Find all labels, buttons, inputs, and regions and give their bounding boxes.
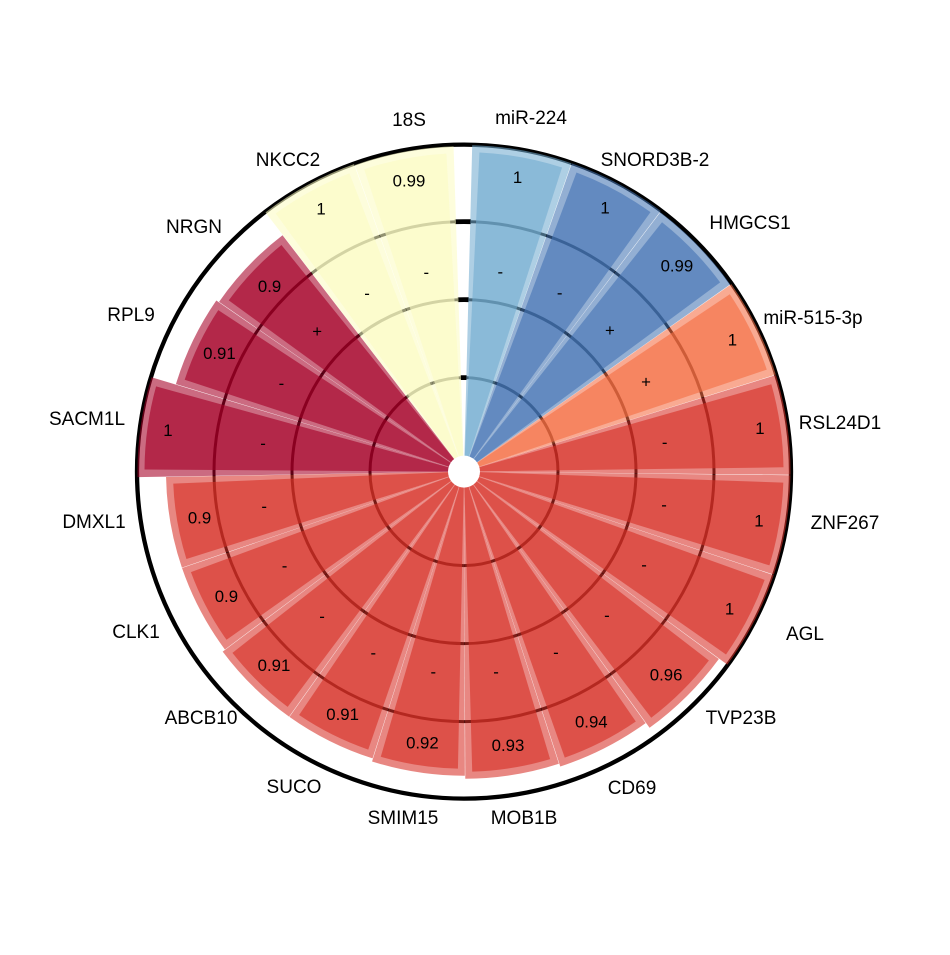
svg-text:-: - <box>661 496 667 515</box>
svg-text:SUCO: SUCO <box>267 777 322 798</box>
svg-text:TVP23B: TVP23B <box>706 708 777 729</box>
svg-text:-: - <box>553 643 559 662</box>
svg-text:-: - <box>282 557 288 576</box>
svg-text:miR-224: miR-224 <box>495 108 567 129</box>
svg-text:-: - <box>260 434 266 453</box>
svg-text:DMXL1: DMXL1 <box>62 512 125 533</box>
svg-text:-: - <box>493 662 499 681</box>
svg-text:+: + <box>312 322 322 341</box>
svg-text:RSL24D1: RSL24D1 <box>799 413 881 434</box>
svg-text:-: - <box>279 374 285 393</box>
svg-text:0.91: 0.91 <box>203 344 236 363</box>
svg-text:0.93: 0.93 <box>492 736 525 755</box>
svg-text:1: 1 <box>600 199 609 218</box>
svg-text:1: 1 <box>513 168 522 187</box>
svg-text:0.91: 0.91 <box>258 656 291 675</box>
svg-text:0.99: 0.99 <box>661 257 694 276</box>
svg-text:HMGCS1: HMGCS1 <box>709 213 790 234</box>
svg-text:0.99: 0.99 <box>393 171 426 190</box>
svg-text:-: - <box>261 497 267 516</box>
svg-text:0.91: 0.91 <box>326 705 359 724</box>
svg-text:+: + <box>641 373 651 392</box>
svg-text:1: 1 <box>725 600 734 619</box>
svg-text:1: 1 <box>755 419 764 438</box>
svg-text:miR-515-3p: miR-515-3p <box>763 308 862 329</box>
svg-text:ABCB10: ABCB10 <box>165 708 238 729</box>
svg-text:CD69: CD69 <box>608 778 657 799</box>
svg-text:NKCC2: NKCC2 <box>256 150 320 171</box>
svg-text:0.94: 0.94 <box>575 712 608 731</box>
svg-text:SACM1L: SACM1L <box>49 409 125 430</box>
svg-text:SMIM15: SMIM15 <box>368 808 439 829</box>
svg-text:-: - <box>604 606 610 625</box>
svg-text:ZNF267: ZNF267 <box>811 513 880 534</box>
svg-text:0.9: 0.9 <box>188 508 211 527</box>
svg-text:-: - <box>371 644 377 663</box>
svg-text:AGL: AGL <box>786 624 824 645</box>
svg-text:-: - <box>319 607 325 626</box>
svg-text:1: 1 <box>728 330 737 349</box>
svg-text:0.9: 0.9 <box>215 587 238 606</box>
svg-text:+: + <box>605 321 615 340</box>
svg-text:-: - <box>498 263 504 282</box>
svg-text:-: - <box>557 283 563 302</box>
svg-text:1: 1 <box>316 200 325 219</box>
svg-text:-: - <box>431 663 437 682</box>
svg-text:-: - <box>662 433 668 452</box>
svg-text:1: 1 <box>163 421 172 440</box>
svg-text:SNORD3B-2: SNORD3B-2 <box>601 150 710 171</box>
svg-text:0.9: 0.9 <box>258 277 281 296</box>
svg-text:NRGN: NRGN <box>166 217 222 238</box>
svg-text:0.96: 0.96 <box>650 666 683 685</box>
svg-text:0.92: 0.92 <box>406 734 439 753</box>
svg-text:CLK1: CLK1 <box>112 622 160 643</box>
svg-text:MOB1B: MOB1B <box>491 808 558 829</box>
svg-text:1: 1 <box>754 512 763 531</box>
svg-text:-: - <box>424 263 430 282</box>
svg-text:18S: 18S <box>392 110 426 131</box>
svg-text:-: - <box>364 284 370 303</box>
svg-text:RPL9: RPL9 <box>107 305 155 326</box>
svg-text:-: - <box>641 555 647 574</box>
